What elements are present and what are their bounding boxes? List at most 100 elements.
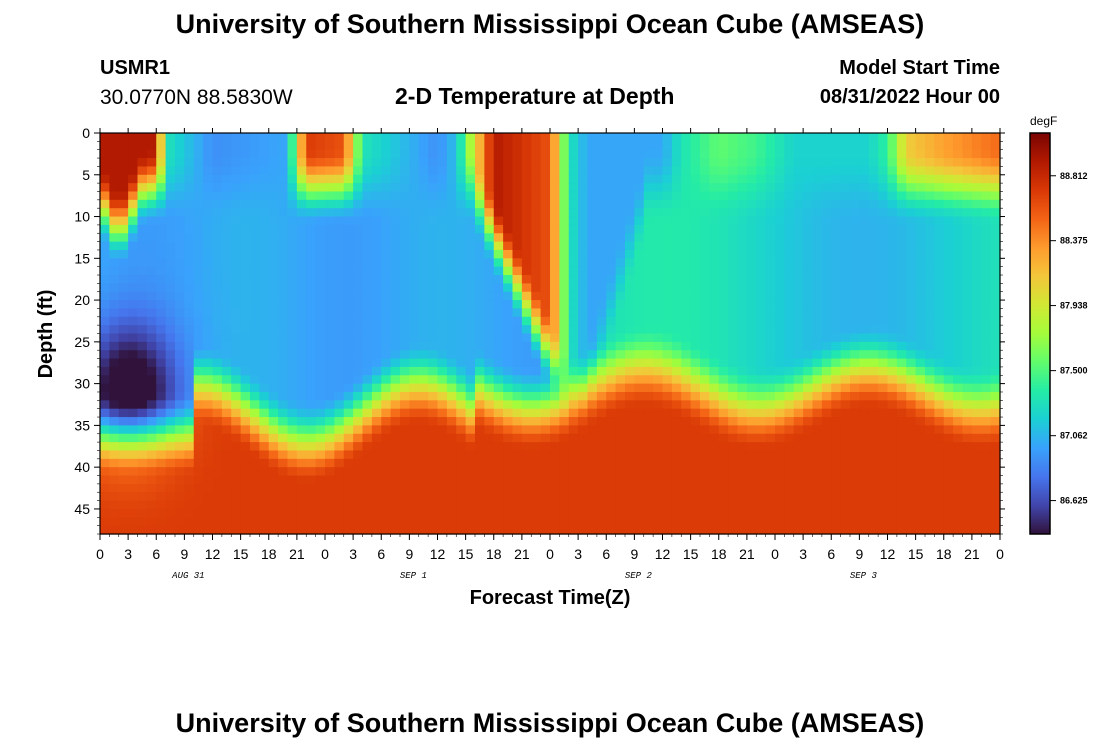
heatmap-cell	[906, 475, 917, 485]
heatmap-cell	[596, 467, 607, 477]
heatmap-cell	[962, 224, 973, 234]
heatmap-cell	[840, 433, 851, 443]
heatmap-cell	[521, 141, 532, 151]
heatmap-cell	[915, 350, 926, 360]
heatmap-cell	[971, 483, 982, 493]
heatmap-cell	[203, 525, 214, 535]
heatmap-cell	[137, 241, 148, 251]
heatmap-cell	[962, 158, 973, 168]
heatmap-cell	[128, 341, 139, 351]
heatmap-cell	[915, 408, 926, 418]
heatmap-cell	[400, 417, 410, 426]
heatmap-cell	[700, 408, 710, 418]
heatmap-cell	[512, 358, 523, 368]
heatmap-cell	[325, 233, 335, 243]
heatmap-cell	[671, 308, 682, 318]
heatmap-cell	[709, 141, 720, 151]
heatmap-cell	[578, 492, 589, 502]
heatmap-cell	[981, 133, 992, 142]
heatmap-cell	[109, 492, 120, 502]
heatmap-cell	[250, 391, 260, 401]
heatmap-cell	[559, 450, 570, 460]
heatmap-cell	[250, 224, 260, 234]
x-axis-title: Forecast Time(Z)	[470, 587, 631, 609]
heatmap-cell	[250, 333, 260, 343]
heatmap-cell	[709, 216, 720, 226]
heatmap-cell	[700, 375, 710, 385]
heatmap-cell	[531, 500, 542, 510]
heatmap-cell	[803, 366, 814, 376]
heatmap-cell	[906, 458, 917, 468]
heatmap-cell	[690, 283, 701, 293]
heatmap-cell	[165, 183, 176, 193]
heatmap-cell	[118, 517, 129, 527]
heatmap-cell	[325, 366, 335, 376]
heatmap-cell	[531, 408, 542, 418]
heatmap-cell	[746, 275, 757, 284]
heatmap-cell	[812, 450, 823, 460]
heatmap-cell	[943, 241, 954, 251]
heatmap-cell	[418, 442, 429, 452]
heatmap-cell	[728, 183, 739, 193]
heatmap-cell	[343, 241, 354, 251]
heatmap-cell	[456, 316, 467, 326]
heatmap-cell	[100, 433, 110, 443]
heatmap-cell	[343, 258, 354, 268]
heatmap-cell	[296, 500, 307, 510]
heatmap-cell	[934, 425, 945, 435]
heatmap-cell	[296, 383, 307, 393]
heatmap-cell	[578, 241, 589, 251]
heatmap-cell	[390, 400, 401, 410]
heatmap-cell	[193, 458, 204, 468]
heatmap-cell	[418, 358, 429, 368]
heatmap-cell	[643, 141, 654, 151]
heatmap-cell	[709, 258, 720, 268]
heatmap-cell	[250, 183, 260, 193]
heatmap-cell	[540, 174, 551, 184]
heatmap-cell	[418, 375, 429, 385]
heatmap-cell	[184, 325, 195, 335]
heatmap-cell	[981, 467, 992, 477]
heatmap-cell	[812, 325, 823, 335]
heatmap-cell	[259, 308, 270, 318]
heatmap-cell	[578, 417, 589, 426]
heatmap-cell	[306, 408, 317, 418]
heatmap-cell	[578, 283, 589, 293]
heatmap-cell	[231, 517, 242, 527]
heatmap-cell	[343, 375, 354, 385]
heatmap-cell	[371, 249, 382, 259]
heatmap-cell	[306, 300, 317, 310]
heatmap-cell	[596, 199, 607, 209]
heatmap-cell	[737, 174, 748, 184]
heatmap-cell	[596, 408, 607, 418]
heatmap-cell	[343, 199, 354, 209]
heatmap-cell	[278, 450, 289, 460]
heatmap-cell	[493, 525, 504, 535]
heatmap-cell	[812, 249, 823, 259]
heatmap-cell	[643, 199, 654, 209]
heatmap-cell	[662, 391, 673, 401]
heatmap-cell	[175, 133, 185, 142]
heatmap-cell	[512, 475, 523, 485]
heatmap-cell	[418, 174, 429, 184]
heatmap-cell	[306, 233, 317, 243]
heatmap-cell	[521, 450, 532, 460]
heatmap-cell	[765, 508, 776, 518]
heatmap-cell	[596, 316, 607, 326]
heatmap-cell	[662, 383, 673, 393]
heatmap-cell	[596, 149, 607, 159]
heatmap-cell	[334, 408, 345, 418]
heatmap-cell	[896, 224, 907, 234]
heatmap-cell	[559, 383, 570, 393]
heatmap-cell	[550, 333, 560, 343]
heatmap-cell	[184, 383, 195, 393]
heatmap-cell	[606, 233, 617, 243]
heatmap-cell	[728, 133, 739, 142]
heatmap-cell	[221, 400, 232, 410]
heatmap-cell	[671, 149, 682, 159]
heatmap-cell	[109, 291, 120, 301]
heatmap-cell	[840, 291, 851, 301]
heatmap-cell	[981, 249, 992, 259]
heatmap-cell	[343, 208, 354, 218]
heatmap-cell	[850, 300, 860, 310]
